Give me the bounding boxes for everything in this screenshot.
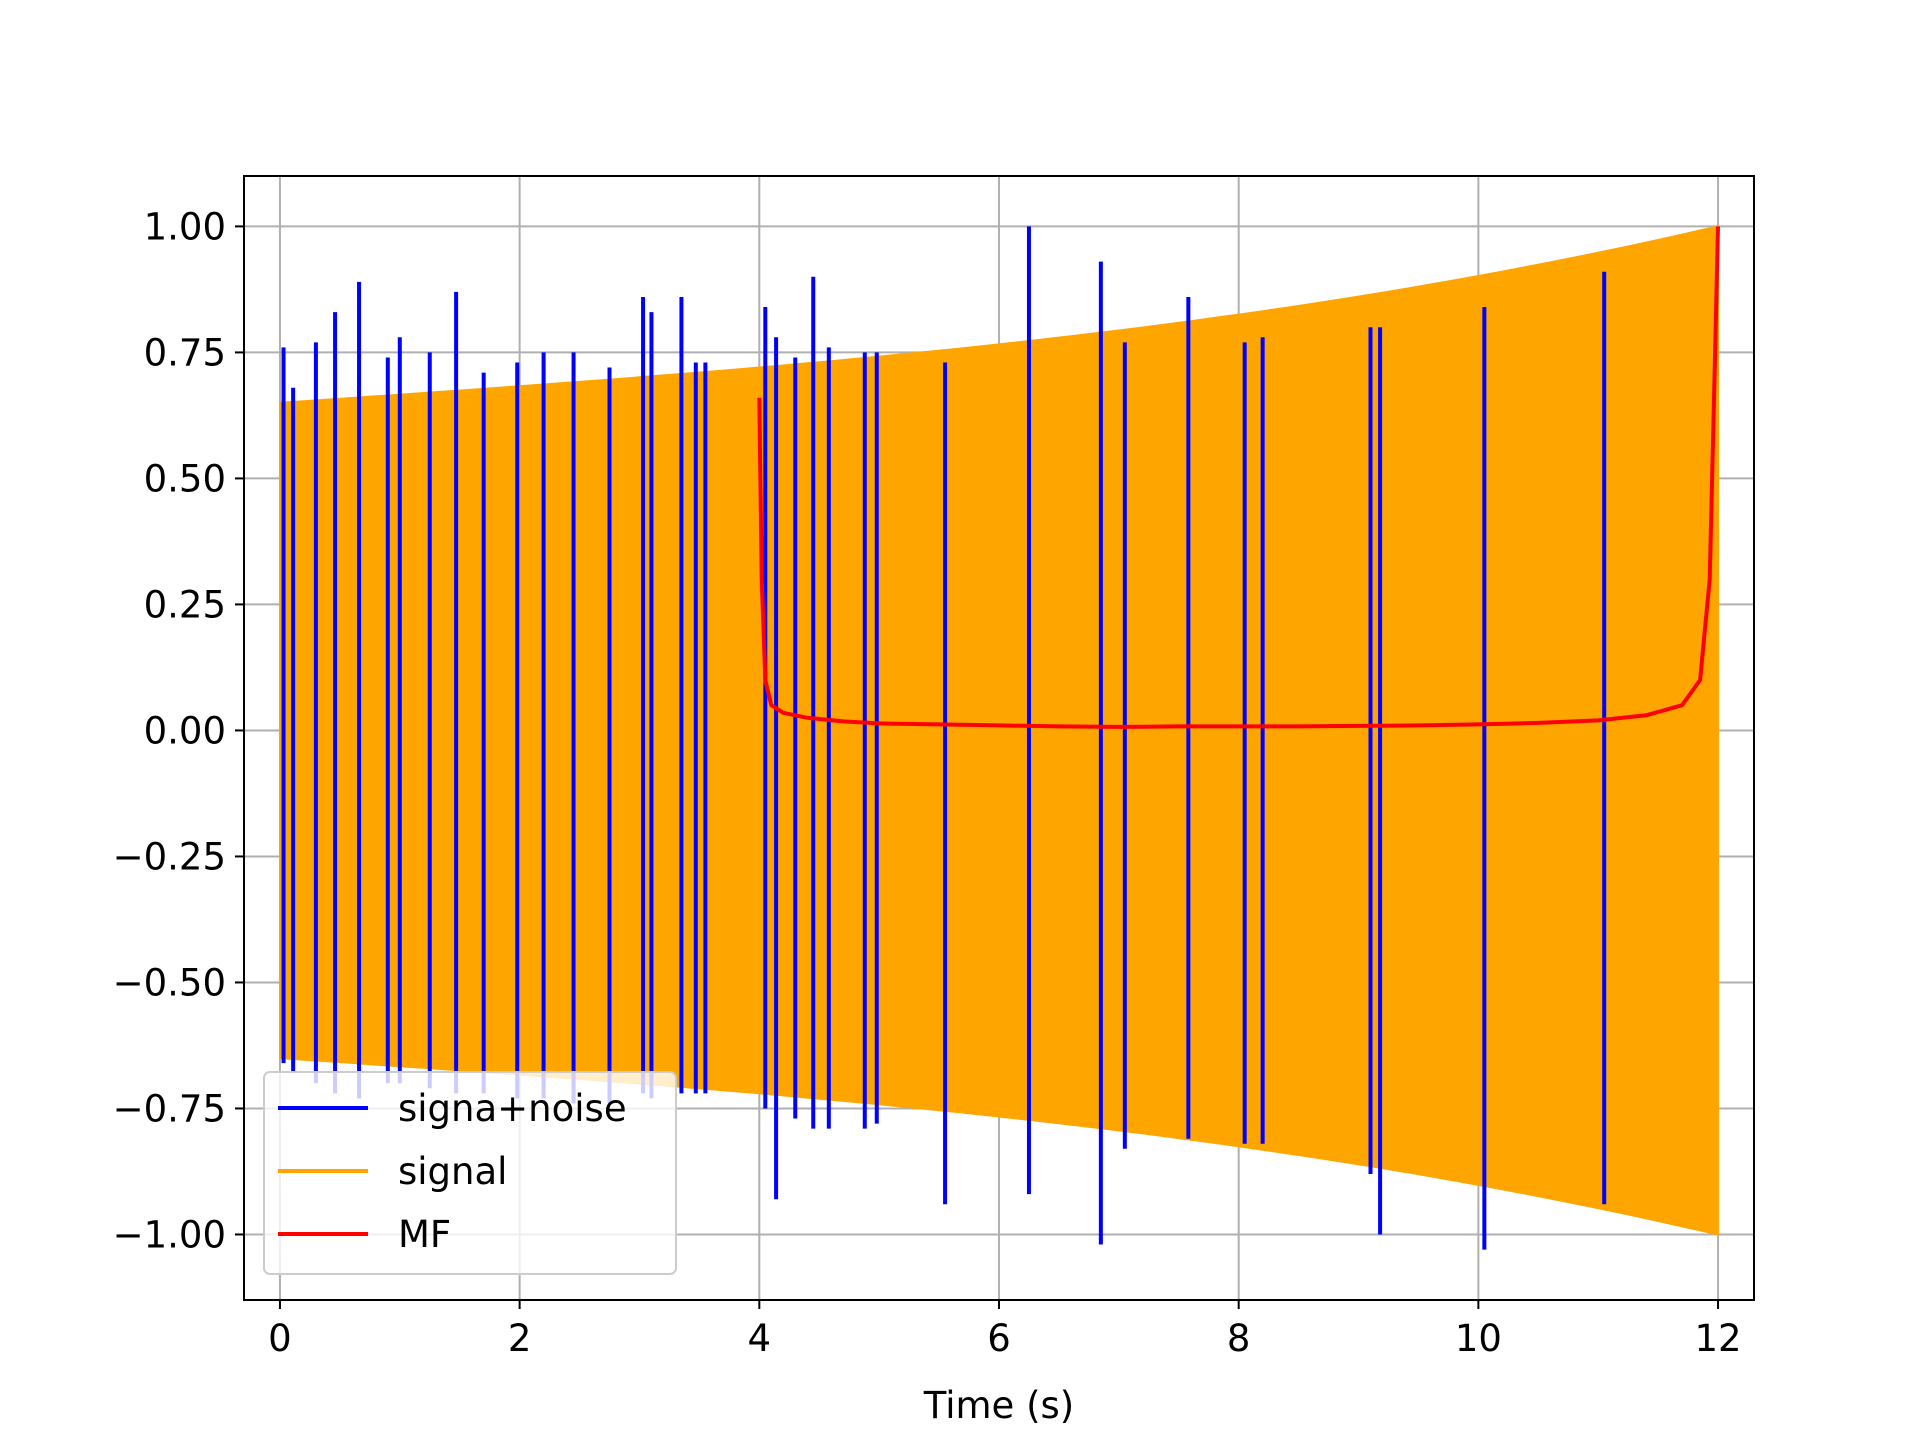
y-tick-label: −0.25 [113,835,226,878]
mf-series [757,226,1720,729]
legend-label: signal [398,1150,507,1193]
legend: signa+noise signal MF [263,1071,677,1275]
mf-line [757,226,1720,729]
x-axis-ticks: 0 2 4 6 8 10 12 [268,1300,1742,1360]
legend-label: MF [398,1213,451,1256]
y-axis-ticks: 1.00 0.75 0.50 0.25 0.00 −0.25 −0.50 −0.75 −1.00 [113,205,244,1256]
x-tick-label: 4 [748,1317,772,1360]
x-tick-label: 8 [1227,1317,1251,1360]
y-tick-label: 1.00 [144,205,226,248]
x-axis-label: Time (s) [923,1384,1074,1427]
y-tick-label: 0.75 [144,331,226,374]
x-tick-label: 10 [1455,1317,1502,1360]
x-tick-label: 2 [508,1317,532,1360]
signal-noise-series [281,226,1607,1250]
x-tick-label: 12 [1695,1317,1742,1360]
legend-label: signa+noise [398,1087,627,1130]
y-tick-label: 0.50 [144,457,226,500]
x-tick-label: 6 [987,1317,1011,1360]
y-tick-label: −1.00 [113,1213,226,1256]
y-tick-label: −0.50 [113,961,226,1004]
x-tick-label: 0 [268,1317,292,1360]
y-tick-label: 0.00 [144,709,226,752]
legend-box [263,1071,677,1275]
y-tick-label: −0.75 [113,1087,226,1130]
y-tick-label: 0.25 [144,583,226,626]
